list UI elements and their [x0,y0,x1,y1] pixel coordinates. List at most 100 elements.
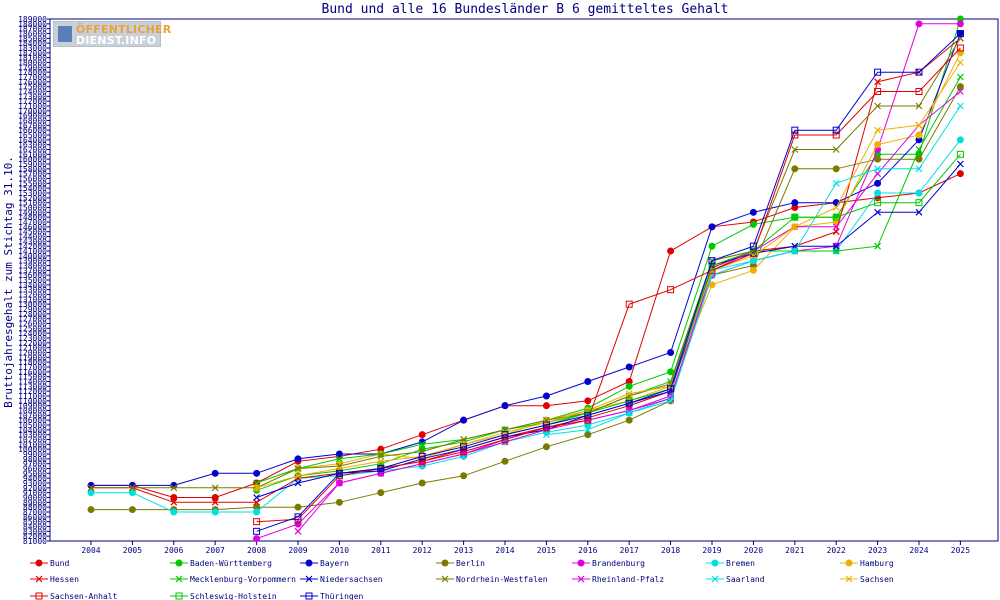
data-point [625,416,633,424]
x-tick-label: 2017 [620,546,639,555]
data-point [294,465,302,472]
x-tick-label: 2015 [537,546,556,555]
y-tick-label: 173000 [18,92,47,101]
legend-label: Saarland [726,575,765,584]
data-point [294,479,302,487]
data-point [625,399,633,407]
y-tick-label: 105000 [18,421,47,430]
legend-item: Mecklenburg-Vorpommern [170,575,296,584]
y-tick-label: 93000 [23,479,47,488]
y-tick-label: 106000 [18,416,47,425]
series-rheinland-pfalz [294,88,964,535]
data-point [956,150,964,158]
data-point [874,179,882,187]
y-tick-label: 166000 [18,126,47,135]
y-tick-label: 167000 [18,121,47,130]
data-point [584,397,592,405]
legend-item: Bund [30,559,69,568]
data-point [460,416,468,424]
y-tick-label: 96000 [23,465,47,474]
y-tick-label: 174000 [18,88,47,97]
data-point [708,242,716,250]
y-tick-label: 187000 [18,25,47,34]
y-tick-label: 118000 [18,358,47,367]
data-point [501,436,509,443]
y-tick-label: 153000 [18,189,47,198]
data-point [253,527,261,535]
y-tick-label: 130000 [18,300,47,309]
legend-marker [711,559,719,567]
series-hessen [87,34,964,506]
y-tick-label: 111000 [18,392,47,401]
data-point [584,378,592,385]
data-point [749,247,757,255]
series-sachsen [253,59,964,492]
y-tick-label: 144000 [18,233,47,242]
data-point [708,223,716,231]
data-point [501,457,509,465]
y-tick-label: 89000 [23,498,47,507]
data-point [956,170,964,178]
legend-marker [175,575,183,583]
data-point [170,508,178,516]
y-tick-label: 176000 [18,78,47,87]
legend-marker [305,592,313,600]
data-point [956,59,964,66]
legend-label: Berlin [456,559,485,568]
y-tick-label: 104000 [18,426,47,435]
data-point [832,126,840,134]
y-tick-label: 128000 [18,310,47,319]
series-line [91,33,961,486]
series-line [91,139,961,513]
x-tick-label: 2020 [744,546,763,555]
data-point [832,223,840,231]
data-point [791,126,799,134]
y-tick-label: 84000 [23,523,47,532]
y-tick-label: 120000 [18,349,47,358]
data-point [87,489,95,497]
y-tick-label: 159000 [18,160,47,169]
x-tick-label: 2007 [206,546,225,555]
series-line [256,18,961,491]
x-ticks: 2004 2005 2006 2007 2008 2009 2010 2011 2012 2013… [81,541,970,555]
data-point [625,382,633,390]
y-tick-label: 185000 [18,34,47,43]
data-point [956,160,964,168]
x-tick-label: 2008 [247,546,266,555]
x-tick-label: 2009 [288,546,307,555]
y-tick-label: 175000 [18,83,47,92]
y-tick-label: 149000 [18,208,47,217]
data-point [294,513,302,521]
data-point [832,204,840,211]
data-point [294,503,302,511]
y-tick-label: 95000 [23,469,47,478]
data-point [542,392,550,400]
series-line [256,52,961,489]
data-point [377,465,385,472]
y-tick-label: 183000 [18,44,47,53]
data-point [253,494,261,501]
data-point [874,165,882,173]
data-point [915,131,923,139]
series-line [504,153,961,436]
legend-label: Nordrhein-Westfalen [456,575,548,584]
y-tick-label: 168000 [18,117,47,126]
legend-marker [35,592,43,600]
data-point [667,394,675,402]
logo: ÖFFENTLICHER DIENST.INFO [53,21,171,47]
data-point [418,479,426,487]
data-point [294,455,302,463]
legend-label: Mecklenburg-Vorpommern [190,575,296,584]
data-point [667,397,675,405]
y-tick-label: 138000 [18,262,47,271]
y-tick-label: 91000 [23,489,47,498]
data-point [915,88,923,95]
data-point [874,155,882,163]
y-tick-label: 136000 [18,271,47,280]
legend-marker [175,559,183,567]
data-point [253,508,261,516]
y-tick-label: 171000 [18,102,47,111]
y-tick-label: 172000 [18,97,47,106]
x-tick-label: 2014 [495,546,514,555]
x-tick-label: 2023 [868,546,887,555]
